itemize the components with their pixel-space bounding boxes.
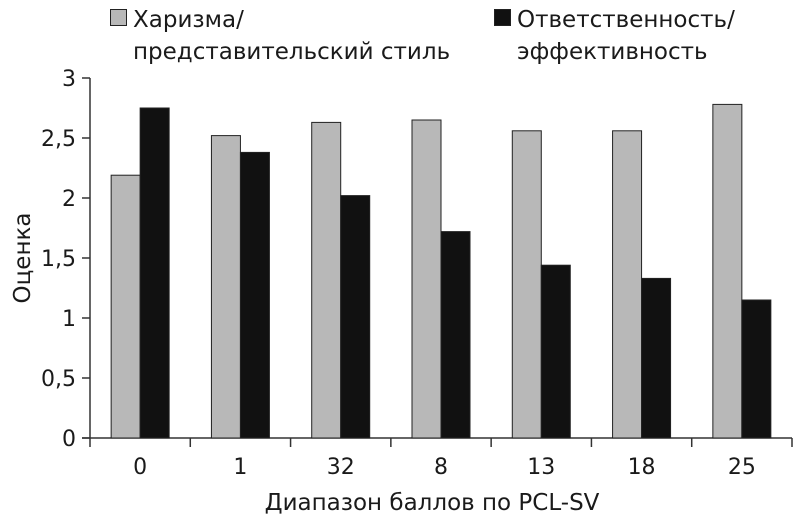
y-axis-title: Оценка (10, 213, 36, 304)
bar-charisma (712, 103, 743, 439)
x-tick-label: 0 (133, 455, 147, 480)
y-tick-label: 2 (62, 187, 76, 212)
legend-label-charisma: Харизма/ представительский стиль (133, 4, 450, 68)
y-tick-label: 0 (62, 427, 76, 452)
x-tick-label: 32 (327, 455, 355, 480)
y-tick-label: 1 (62, 307, 76, 332)
x-tick-label: 1 (233, 455, 247, 480)
bar-responsibility (239, 151, 270, 439)
bar-charisma (511, 130, 542, 439)
bar-charisma (110, 174, 141, 439)
y-tick-label: 0,5 (41, 367, 76, 392)
x-tick-label: 25 (728, 455, 756, 480)
y-tick-label: 2,5 (41, 127, 76, 152)
bar-charisma (411, 119, 442, 439)
bar-responsibility (540, 264, 571, 439)
bar-charisma (311, 121, 342, 439)
bar-responsibility (340, 195, 371, 439)
y-tick-label: 3 (62, 67, 76, 92)
legend-swatch-gray (110, 9, 127, 26)
bar-responsibility (440, 231, 471, 439)
legend-item-responsibility: Ответственность/ эффективность (494, 4, 735, 68)
y-tick-label: 1,5 (41, 247, 76, 272)
x-tick-label: 8 (434, 455, 448, 480)
legend-label-responsibility: Ответственность/ эффективность (517, 4, 735, 68)
x-axis-title: Диапазон баллов по PCL-SV (265, 490, 600, 516)
legend-item-charisma: Харизма/ представительский стиль (110, 4, 450, 68)
bar-responsibility (139, 107, 170, 439)
legend-label-line: эффективность (517, 39, 708, 65)
x-tick-label: 18 (628, 455, 656, 480)
bar-charisma (612, 130, 643, 439)
legend-label-line: Ответственность/ (517, 7, 735, 33)
legend-label-line: представительский стиль (133, 39, 451, 65)
plot-area: 0 0,5 1 1,5 2 2,5 3 0 1 32 8 13 18 25 (41, 67, 793, 480)
bar-responsibility (641, 277, 672, 439)
x-tick-label: 13 (527, 455, 555, 480)
bar-charisma (210, 135, 241, 439)
bar-responsibility (741, 299, 772, 439)
legend-swatch-black (494, 9, 511, 26)
legend-label-line: Харизма/ (133, 7, 244, 33)
